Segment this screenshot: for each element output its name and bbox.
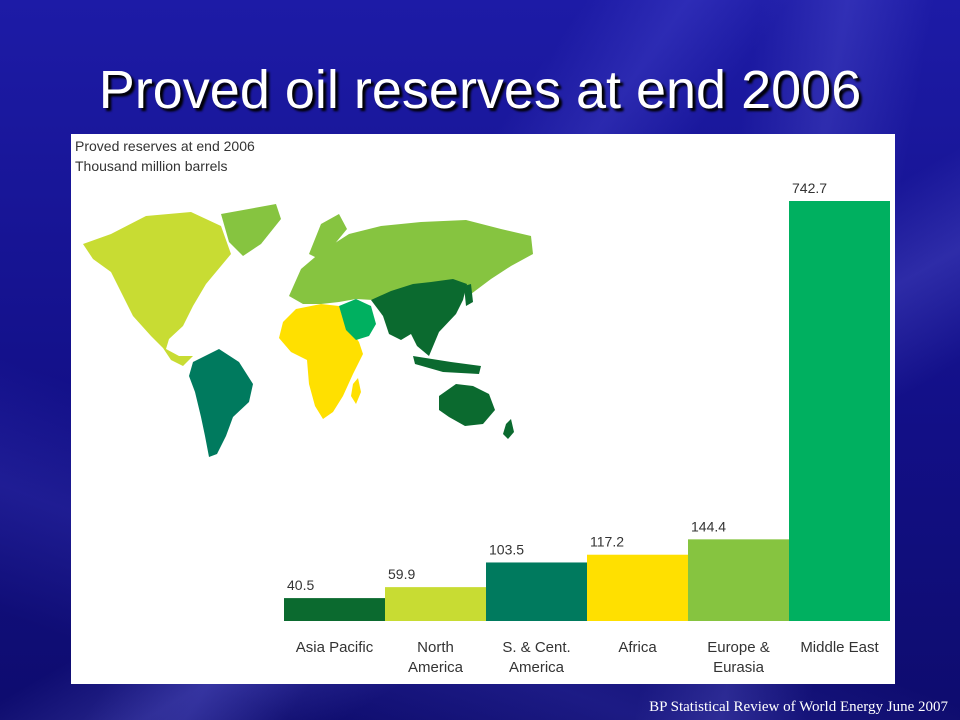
bar-chart: Proved reserves at end 2006 Thousand mil… (71, 134, 895, 684)
category-label: Eurasia (713, 659, 765, 676)
map-south-america (189, 349, 253, 457)
bar (385, 587, 486, 621)
category-label: America (509, 659, 565, 676)
bar (789, 201, 890, 621)
bar-value-label: 59.9 (388, 566, 415, 582)
bar (486, 562, 587, 621)
bar (587, 555, 688, 621)
category-label: Middle East (800, 639, 879, 656)
map-greenland (221, 204, 281, 256)
bar-value-label: 117.2 (590, 534, 624, 550)
chart-subtitle: Thousand million barrels (75, 158, 228, 174)
category-labels: Asia Pacific North America S. & Cent. Americ… (296, 639, 880, 676)
source-footer: BP Statistical Review of World Energy Ju… (649, 699, 948, 716)
bar-value-label: 742.7 (792, 180, 827, 196)
category-label: America (408, 659, 464, 676)
map-madagascar (351, 378, 361, 404)
chart-title: Proved reserves at end 2006 (75, 138, 255, 154)
map-australia (439, 384, 495, 426)
category-label: North (417, 639, 454, 656)
category-label: Asia Pacific (296, 639, 374, 656)
chart-panel: Proved reserves at end 2006 Thousand mil… (71, 134, 895, 684)
category-label: Africa (618, 639, 657, 656)
bar-value-label: 144.4 (691, 518, 726, 534)
bar-value-label: 103.5 (489, 541, 524, 557)
world-map (83, 204, 533, 457)
bar (688, 539, 789, 621)
bar-value-label: 40.5 (287, 577, 314, 593)
map-north-america (83, 212, 231, 366)
map-indonesia (413, 356, 481, 374)
bar (284, 598, 385, 621)
category-label: S. & Cent. (502, 639, 570, 656)
slide-title: Proved oil reserves at end 2006 (0, 58, 960, 122)
category-label: Europe & (707, 639, 770, 656)
map-new-zealand (503, 419, 514, 439)
